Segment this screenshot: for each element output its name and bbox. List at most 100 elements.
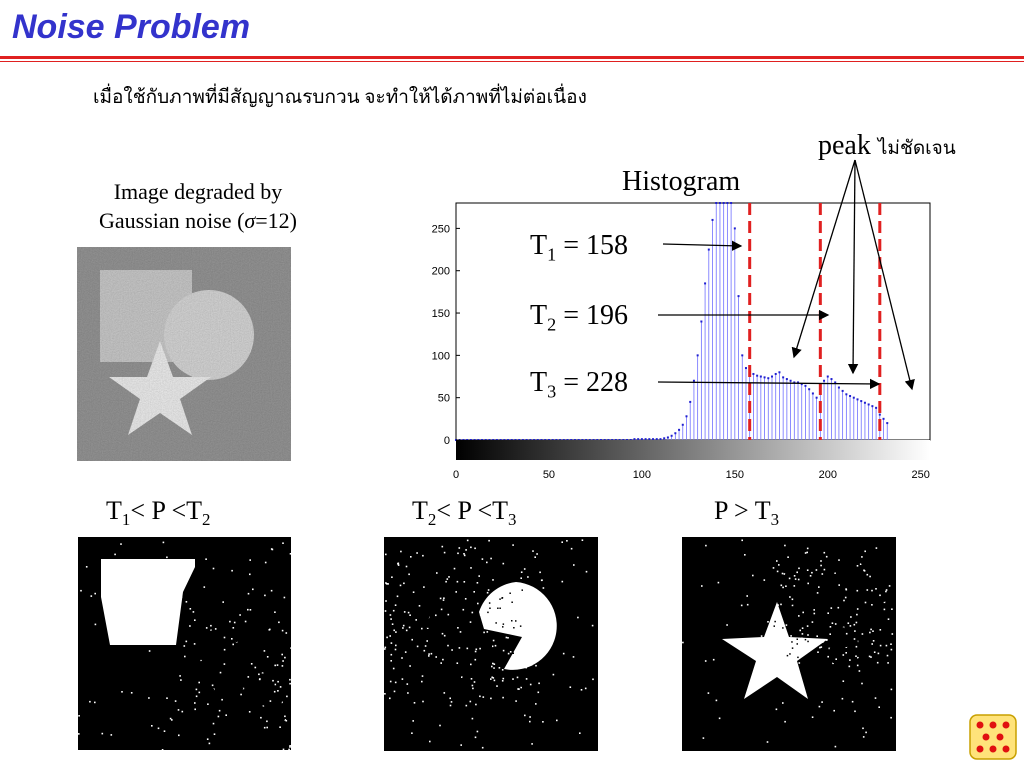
noise-pixel: [281, 653, 283, 656]
noise-pixel: [879, 644, 882, 647]
noise-hole: [876, 597, 878, 600]
noise-hole: [419, 615, 421, 617]
noise-pixel: [520, 633, 522, 635]
noise-pixel: [820, 560, 822, 562]
noise-pixel: [482, 696, 485, 698]
noise-hole: [262, 708, 265, 710]
noise-hole: [409, 657, 412, 660]
noise-hole: [412, 653, 414, 656]
noise-hole: [790, 572, 793, 575]
noise-hole: [245, 668, 247, 670]
noise-pixel: [525, 666, 527, 669]
histogram-bar-cap: [744, 367, 747, 370]
noise-hole: [262, 710, 265, 712]
noise-hole: [207, 664, 209, 667]
noise-pixel: [509, 651, 512, 653]
noise-pixel: [239, 614, 241, 616]
noise-hole: [480, 669, 483, 672]
noise-pixel: [279, 726, 281, 728]
noise-hole: [473, 633, 475, 635]
histogram-bar-cap: [655, 438, 658, 441]
histogram-bar-cap: [826, 375, 829, 378]
noise-pixel: [494, 644, 497, 647]
histogram-bar-cap: [752, 372, 755, 375]
noise-pixel: [249, 559, 251, 561]
noise-hole: [774, 620, 776, 623]
noise-pixel: [167, 595, 170, 597]
noise-hole: [479, 624, 481, 626]
noise-pixel: [158, 610, 160, 613]
histogram-bar-cap: [823, 379, 826, 382]
noise-hole: [239, 696, 242, 699]
noise-pixel: [129, 634, 132, 636]
histogram-bar-cap: [637, 438, 640, 441]
noise-hole: [250, 669, 252, 671]
noise-pixel: [516, 676, 519, 679]
noise-pixel: [242, 687, 245, 690]
noise-hole: [824, 624, 826, 626]
noise-hole: [461, 648, 463, 650]
noise-hole: [832, 661, 835, 663]
noise-pixel: [244, 620, 247, 623]
noise-pixel: [254, 666, 257, 669]
noise-hole: [429, 667, 431, 670]
x-tick-label: 0: [453, 469, 459, 481]
noise-pixel: [222, 601, 224, 603]
noise-hole: [511, 601, 513, 603]
noise-pixel: [502, 677, 505, 680]
caption-line-1: Image degraded by: [113, 179, 283, 204]
noise-pixel: [819, 646, 821, 649]
noise-pixel: [180, 596, 183, 598]
noise-pixel: [471, 684, 474, 687]
noise-pixel: [400, 550, 402, 553]
noise-hole: [773, 595, 776, 597]
noise-pixel: [174, 700, 177, 702]
noise-pixel: [766, 741, 769, 743]
noise-hole: [864, 635, 866, 638]
noise-pixel: [184, 655, 186, 658]
noise-hole: [207, 724, 209, 727]
noise-pixel: [392, 667, 395, 670]
noise-hole: [281, 719, 284, 721]
noise-pixel: [483, 631, 485, 634]
noise-pixel: [752, 574, 754, 577]
noise-hole: [216, 685, 219, 688]
noise-pixel: [773, 653, 775, 655]
noise-pixel: [281, 629, 284, 632]
noise-pixel: [426, 640, 428, 642]
noise-hole: [789, 581, 792, 584]
noisy-original-image: [77, 247, 291, 461]
noise-pixel: [790, 635, 792, 637]
noise-pixel: [470, 567, 472, 569]
noise-pixel: [887, 618, 890, 620]
noise-hole: [240, 629, 243, 631]
noise-pixel: [161, 749, 164, 750]
noise-hole: [200, 660, 202, 663]
peak-text: peak: [818, 130, 871, 161]
noise-pixel: [529, 683, 532, 686]
noise-hole: [239, 695, 242, 697]
noise-hole: [877, 647, 879, 649]
noise-hole: [774, 602, 776, 604]
noise-pixel: [423, 649, 426, 652]
noise-pixel: [260, 716, 262, 719]
histogram-bar-cap: [878, 413, 881, 416]
noise-pixel: [470, 678, 473, 680]
noise-pixel: [247, 592, 250, 595]
noise-pixel: [491, 665, 493, 668]
noise-pixel: [178, 734, 180, 737]
noise-hole: [475, 596, 477, 598]
noise-pixel: [208, 742, 211, 745]
noise-pixel: [493, 667, 495, 669]
histogram-bar-cap: [696, 354, 699, 357]
noise-hole: [213, 640, 215, 642]
noise-pixel: [789, 596, 791, 598]
noise-pixel: [782, 586, 784, 589]
noise-pixel: [221, 698, 223, 701]
noise-pixel: [233, 621, 236, 624]
noise-pixel: [864, 601, 867, 604]
noise-pixel: [285, 719, 288, 722]
noise-pixel: [825, 555, 828, 558]
noise-pixel: [122, 587, 124, 590]
t1-name: T: [530, 230, 548, 261]
